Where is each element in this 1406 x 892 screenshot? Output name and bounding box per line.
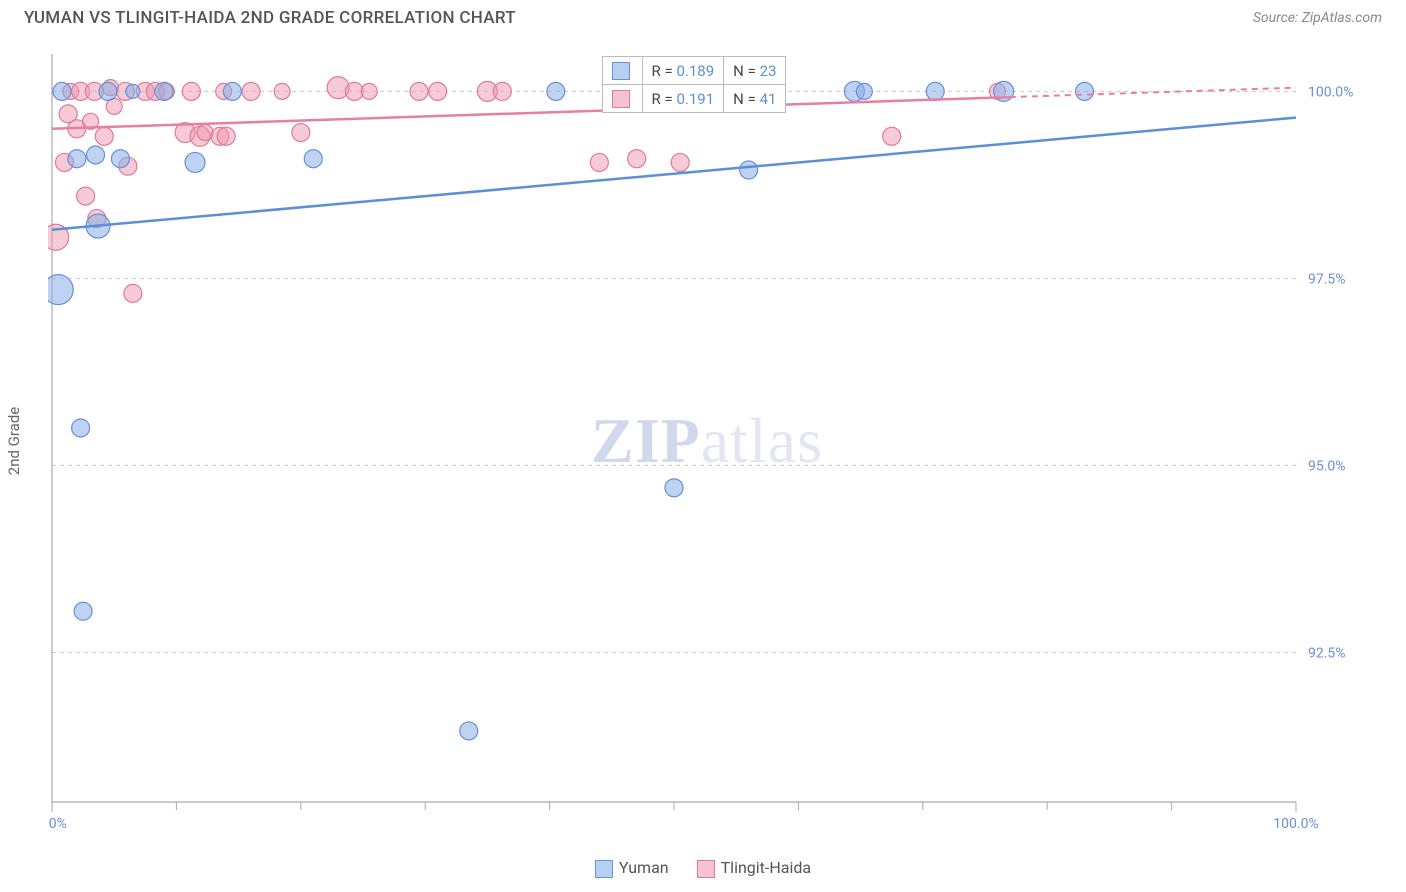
legend-r-cell: R = 0.191 [642, 85, 724, 113]
data-point [493, 82, 511, 100]
legend-label: Yuman [619, 858, 669, 877]
data-point [124, 284, 142, 302]
data-point [217, 127, 235, 145]
data-point [665, 479, 683, 497]
data-point [99, 82, 117, 100]
legend-swatch-cell [602, 57, 642, 85]
data-point [77, 187, 95, 205]
legend-n-label: N = [733, 62, 756, 80]
source-name: ZipAtlas.com [1302, 10, 1382, 26]
data-point [345, 82, 363, 100]
legend-swatch [612, 62, 630, 80]
data-point [1076, 82, 1094, 100]
data-point [87, 146, 105, 164]
x-tick-label: 100.0% [1273, 816, 1318, 832]
data-point [547, 82, 565, 100]
legend-r-cell: R = 0.189 [642, 57, 724, 85]
legend-r-label: R = [652, 62, 673, 80]
stats-legend-table: R = 0.189N = 23R = 0.191N = 41 [602, 56, 787, 113]
chart-title: YUMAN VS TLINGIT-HAIDA 2ND GRADE CORRELA… [24, 8, 516, 28]
data-point [361, 83, 377, 99]
stats-legend-row: R = 0.191N = 41 [602, 85, 786, 113]
trendline-yuman [52, 118, 1296, 230]
data-point [48, 275, 73, 305]
series-tlingit [48, 77, 1005, 303]
data-point [628, 150, 646, 168]
legend-swatch [612, 90, 630, 108]
data-point [926, 82, 944, 100]
data-point [856, 83, 872, 99]
data-point [410, 82, 428, 100]
data-point [460, 722, 478, 740]
legend-r-value: 0.191 [676, 90, 714, 108]
y-tick-label: 97.5% [1308, 271, 1346, 287]
legend-swatch [595, 860, 613, 878]
data-point [223, 82, 241, 100]
y-tick-label: 95.0% [1308, 458, 1346, 474]
data-point [274, 83, 290, 99]
data-point [242, 82, 260, 100]
y-axis-label: 2nd Grade [5, 407, 23, 475]
chart-header: YUMAN VS TLINGIT-HAIDA 2ND GRADE CORRELA… [0, 0, 1406, 34]
series-legend: Yuman Tlingit-Haida [595, 858, 811, 878]
data-point [53, 82, 71, 100]
stats-legend-row: R = 0.189N = 23 [602, 57, 786, 85]
data-point [590, 153, 608, 171]
scatter-chart: 92.5% 95.0% 97.5% 100.0% 0.0% 100.0% [48, 50, 1366, 832]
x-tick-label: 0.0% [48, 816, 67, 832]
data-point [72, 419, 90, 437]
data-point [883, 127, 901, 145]
source-credit: Source: ZipAtlas.com [1253, 10, 1382, 26]
data-point [111, 150, 129, 168]
data-point [740, 161, 758, 179]
legend-label: Tlingit-Haida [721, 858, 811, 877]
legend-r-value: 0.189 [676, 62, 714, 80]
legend-r-label: R = [652, 90, 673, 108]
data-point [671, 153, 689, 171]
data-point [126, 84, 140, 98]
y-tick-label: 92.5% [1308, 645, 1346, 661]
data-point [429, 82, 447, 100]
data-point [292, 124, 310, 142]
legend-swatch-cell [602, 85, 642, 113]
legend-n-cell: N = 23 [724, 57, 786, 85]
legend-item: Yuman [595, 858, 669, 878]
data-point [185, 152, 205, 172]
data-point [95, 127, 113, 145]
legend-item: Tlingit-Haida [697, 858, 811, 878]
legend-n-cell: N = 41 [724, 85, 786, 113]
data-point [155, 82, 173, 100]
legend-swatch [697, 860, 715, 878]
y-tick-label: 100.0% [1308, 84, 1353, 100]
data-point [74, 602, 92, 620]
stats-legend: R = 0.189N = 23R = 0.191N = 41 [602, 56, 787, 113]
trendline-tlingit-extrapolated [1010, 88, 1296, 97]
plot-area: 2nd Grade ZIPatlas 92.5%95.0%97.5%100.0%… [48, 50, 1366, 832]
data-point [182, 82, 200, 100]
legend-n-value: 23 [760, 62, 777, 80]
data-point [68, 150, 86, 168]
data-point [304, 150, 322, 168]
legend-n-label: N = [733, 90, 756, 108]
source-prefix: Source: [1253, 10, 1302, 26]
legend-n-value: 41 [760, 90, 777, 108]
trendline-tlingit [52, 97, 1010, 129]
series-yuman [48, 81, 1094, 740]
